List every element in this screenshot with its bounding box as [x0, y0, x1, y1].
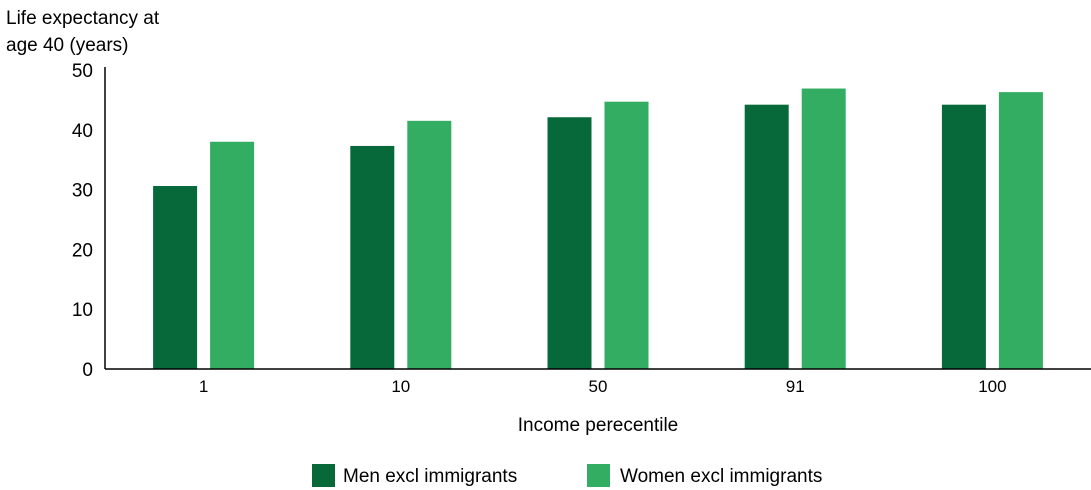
x-tick-label: 1 — [199, 377, 208, 396]
y-tick-label: 0 — [82, 360, 93, 381]
bar-women-10 — [407, 120, 452, 369]
y-tick-label: 40 — [72, 121, 93, 142]
x-axis-ticks: 1 10 50 91 100 — [199, 377, 1007, 396]
bar-women-50 — [604, 101, 649, 369]
bar-men-100 — [941, 104, 986, 370]
bar-women-100 — [998, 92, 1043, 369]
y-axis-label-line-2: age 40 (years) — [6, 35, 129, 56]
legend-label-men: Men excl immigrants — [343, 466, 517, 487]
bar-women-1 — [210, 141, 255, 369]
bar-men-50 — [547, 117, 592, 369]
y-axis-label-line-1: Life expectancy at — [6, 8, 160, 29]
y-tick-label: 20 — [72, 240, 93, 261]
x-tick-label: 10 — [391, 377, 410, 396]
bars — [153, 88, 1043, 370]
bar-men-91 — [744, 104, 789, 370]
bar-women-91 — [801, 88, 846, 370]
x-tick-label: 100 — [978, 377, 1006, 396]
y-axis-ticks: 0 10 20 30 40 50 — [72, 61, 93, 381]
legend-label-women: Women excl immigrants — [620, 466, 822, 487]
legend: Men excl immigrants Women excl immigrant… — [312, 464, 822, 487]
legend-swatch-men — [312, 464, 335, 487]
bar-men-10 — [350, 145, 395, 369]
y-tick-label: 10 — [72, 300, 93, 321]
legend-swatch-women — [587, 464, 610, 487]
bar-men-1 — [153, 186, 198, 369]
x-tick-label: 91 — [786, 377, 805, 396]
y-tick-label: 50 — [72, 61, 93, 82]
x-tick-label: 50 — [589, 377, 608, 396]
x-axis-label: Income perecentile — [518, 415, 679, 436]
y-tick-label: 30 — [72, 181, 93, 202]
